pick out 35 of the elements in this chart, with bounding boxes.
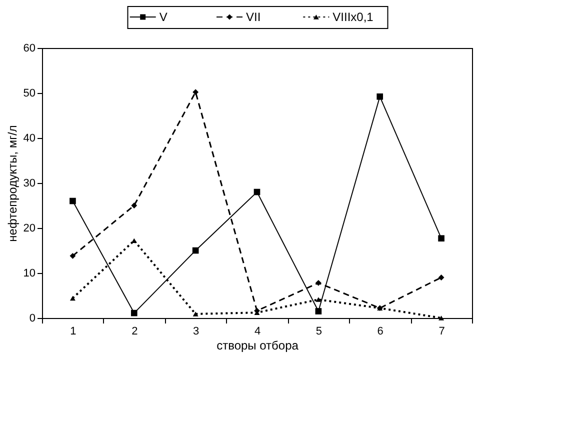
x-tick-label: 6 (377, 326, 384, 338)
point (70, 296, 76, 301)
point (254, 188, 260, 196)
point (131, 202, 138, 208)
point (315, 308, 322, 314)
point (130, 310, 138, 316)
x-tick-label: 2 (132, 326, 138, 338)
y-tick-label: 30 (23, 178, 36, 190)
y-tick-label: 40 (23, 132, 36, 144)
y-axis-title: нефтепродукты, мг/л (5, 125, 20, 242)
legend-label: V (159, 10, 168, 24)
point (438, 235, 444, 242)
point (316, 297, 322, 302)
y-tick-label: 10 (23, 268, 36, 280)
x-tick-label: 1 (70, 326, 76, 338)
x-tick-label: 4 (254, 326, 261, 338)
y-tick-label: 50 (23, 88, 36, 100)
y-tick-label: 20 (23, 222, 36, 234)
point (376, 93, 384, 100)
point (192, 89, 199, 96)
x-tick-label: 5 (316, 326, 322, 338)
point (315, 280, 322, 286)
y-tick-label: 0 (29, 312, 36, 324)
y-tick-label: 60 (23, 42, 36, 54)
point (192, 312, 198, 316)
legend-label: VII (246, 10, 261, 24)
legend-label: VIIIx0,1 (332, 10, 374, 24)
point (438, 274, 444, 280)
point (438, 316, 444, 320)
x-axis-title: створы отбора (216, 338, 299, 352)
point (70, 198, 76, 204)
x-tick-label: 7 (438, 326, 445, 338)
point (70, 252, 76, 259)
x-tick-label: 3 (193, 326, 200, 338)
point (192, 247, 199, 254)
